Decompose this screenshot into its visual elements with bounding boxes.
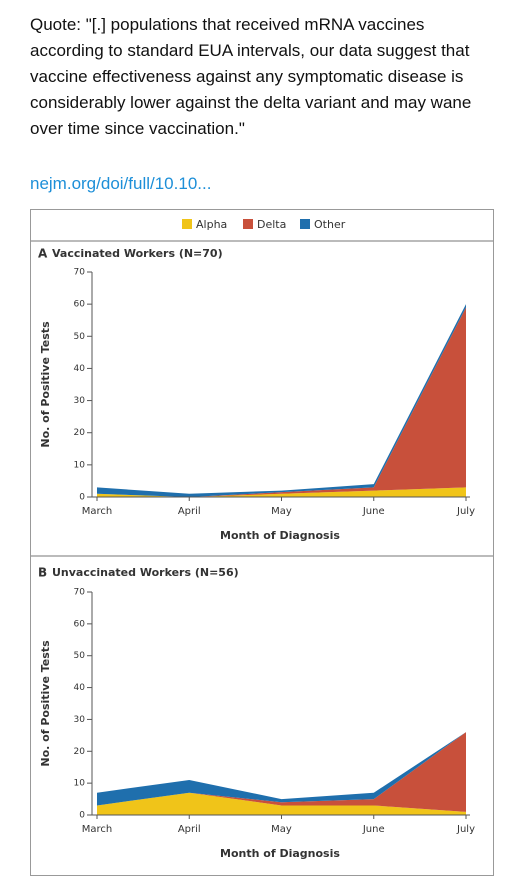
card-border	[30, 209, 494, 876]
quote-line: Quote: "[.] populations that received mR…	[30, 15, 425, 34]
y-tick-label: 40	[74, 683, 86, 693]
legend-label: Alpha	[196, 218, 227, 231]
panel-title: Vaccinated Workers (N=70)	[52, 247, 223, 260]
x-axis-title: Month of Diagnosis	[220, 847, 340, 860]
y-tick-label: 0	[79, 811, 85, 821]
quote: Quote: "[.] populations that received mR…	[30, 12, 510, 142]
y-tick-label: 30	[74, 715, 86, 725]
area	[97, 792, 466, 815]
quote-line: over time since vaccination."	[30, 119, 245, 138]
area	[97, 307, 466, 497]
area	[97, 732, 466, 812]
x-tick-label: July	[456, 824, 475, 835]
link[interactable]: nejm.org/doi/full/10.10...	[30, 174, 212, 193]
x-tick-label: June	[362, 824, 385, 835]
y-tick-label: 50	[74, 651, 86, 661]
x-tick-label: March	[82, 506, 112, 517]
x-axis-title: Month of Diagnosis	[220, 529, 340, 542]
x-tick-label: May	[271, 506, 292, 517]
legend-label: Delta	[257, 218, 286, 231]
y-tick-label: 50	[74, 332, 86, 342]
y-axis-title: No. of Positive Tests	[39, 321, 52, 448]
y-tick-label: 20	[74, 747, 86, 757]
quote-line: considerably lower against the delta var…	[30, 93, 472, 112]
x-tick-label: April	[178, 506, 201, 517]
legend-swatch	[243, 219, 253, 229]
panel-title: Unvaccinated Workers (N=56)	[52, 566, 239, 579]
panel-letter: B	[38, 566, 47, 580]
y-axis-title: No. of Positive Tests	[39, 640, 52, 767]
area	[97, 732, 466, 806]
y-tick-label: 60	[74, 300, 86, 310]
y-tick-label: 70	[74, 588, 86, 598]
y-tick-label: 30	[74, 396, 86, 406]
legend-swatch	[300, 219, 310, 229]
x-tick-label: April	[178, 824, 201, 835]
quote-line: vaccine effectiveness against any sympto…	[30, 67, 464, 86]
x-tick-label: June	[362, 506, 385, 517]
y-tick-label: 40	[74, 364, 86, 374]
y-tick-label: 0	[79, 493, 85, 503]
legend-swatch	[182, 219, 192, 229]
y-tick-label: 10	[74, 779, 86, 789]
legend-label: Other	[314, 218, 346, 231]
area	[97, 487, 466, 497]
y-tick-label: 10	[74, 460, 86, 470]
x-tick-label: July	[456, 506, 475, 517]
y-tick-label: 70	[74, 268, 86, 278]
y-tick-label: 60	[74, 619, 86, 629]
x-tick-label: March	[82, 824, 112, 835]
y-tick-label: 20	[74, 428, 86, 438]
quote-line: according to standard EUA intervals, our…	[30, 41, 470, 60]
panel-letter: A	[38, 247, 48, 261]
x-tick-label: May	[271, 824, 292, 835]
